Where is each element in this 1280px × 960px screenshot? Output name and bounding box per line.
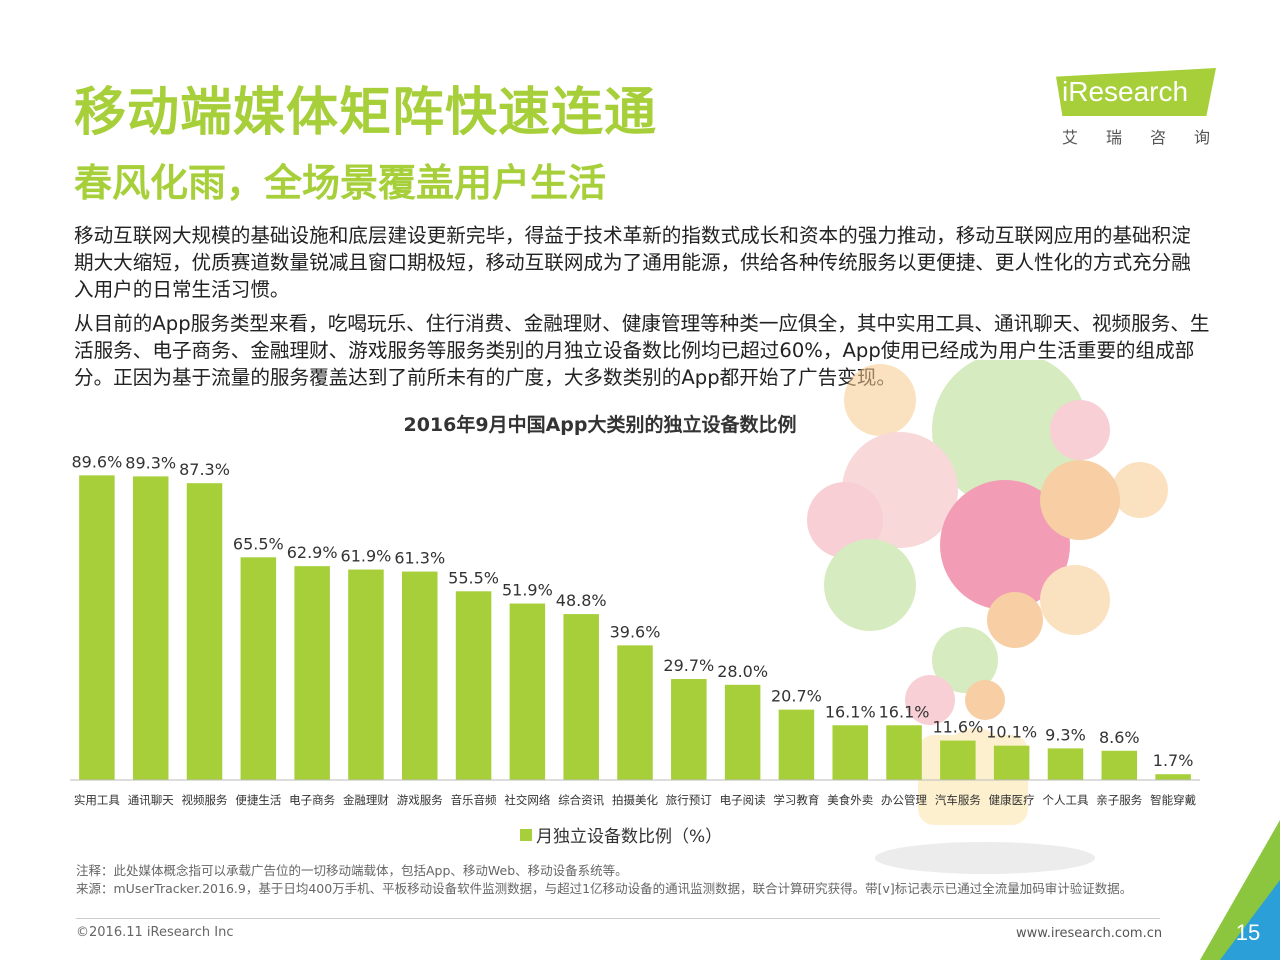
- x-tick-label: 游戏服务: [397, 793, 443, 807]
- data-label: 16.1%: [825, 702, 876, 721]
- logo-text: iResearch: [1062, 76, 1189, 107]
- x-tick-label: 电子商务: [289, 793, 335, 807]
- data-label: 51.9%: [502, 581, 553, 600]
- x-tick-label: 金融理财: [343, 793, 389, 807]
- page-number: 15: [1235, 920, 1261, 945]
- x-tick-label: 电子阅读: [720, 793, 766, 807]
- bar-个人工具: [1047, 748, 1084, 780]
- x-tick-label: 美食外卖: [827, 793, 873, 807]
- bar-拍摄美化: [617, 645, 653, 780]
- data-label: 29.7%: [663, 656, 714, 675]
- corner-decoration: [1200, 820, 1280, 960]
- bar-chart: 89.6% 实用工具 89.3% 通讯聊天 87.3% 视频服务 65.5% 便捷生活 62.9…: [70, 452, 1200, 807]
- x-tick-label: 旅行预订: [666, 793, 712, 807]
- bar-社交网络: [509, 603, 546, 780]
- website-url: www.iresearch.com.cn: [1016, 926, 1163, 941]
- x-tick-label: 智能穿戴: [1150, 793, 1196, 807]
- body-paragraph-2: 从目前的App服务类型来看，吃喝玩乐、住行消费、金融理财、健康管理等种类一应俱全…: [74, 312, 1210, 389]
- bar-便捷生活: [240, 557, 277, 780]
- iresearch-logo: iResearch 艾瑞咨询: [1056, 68, 1216, 148]
- legend-label: 月独立设备数比例（%）: [536, 827, 723, 847]
- bar-美食外卖: [832, 725, 868, 780]
- copyright: ©2016.11 iResearch Inc: [76, 925, 234, 940]
- bar-实用工具: [79, 475, 115, 780]
- data-label: 55.5%: [448, 568, 499, 587]
- bar-健康医疗: [993, 745, 1030, 780]
- data-label: 28.0%: [717, 662, 768, 681]
- bar-电子商务: [294, 566, 330, 780]
- x-tick-label: 社交网络: [504, 793, 550, 807]
- data-label: 16.1%: [879, 702, 930, 721]
- footnote-source: 来源：mUserTracker.2016.9，基于日均400万手机、平板移动设备…: [76, 881, 1133, 896]
- x-tick-label: 实用工具: [74, 793, 120, 807]
- bar-通讯聊天: [132, 476, 169, 780]
- x-tick-label: 拍摄美化: [612, 793, 658, 807]
- bar-音乐音频: [455, 591, 492, 780]
- data-label: 62.9%: [287, 543, 338, 562]
- bar-视频服务: [186, 483, 223, 780]
- bar-汽车服务: [940, 740, 976, 780]
- x-tick-label: 综合资讯: [558, 793, 604, 807]
- data-label: 20.7%: [771, 687, 822, 706]
- logo-cn-text: 艾瑞咨询: [1062, 128, 1239, 147]
- x-tick-label: 亲子服务: [1096, 793, 1142, 807]
- bar-游戏服务: [402, 571, 438, 780]
- bar-综合资讯: [563, 614, 599, 780]
- bar-办公管理: [886, 725, 922, 780]
- x-tick-label: 学习教育: [773, 793, 819, 807]
- x-tick-label: 音乐音频: [451, 793, 497, 807]
- data-label: 10.1%: [986, 723, 1037, 742]
- x-tick-label: 通讯聊天: [128, 793, 174, 807]
- bar-group: 89.6% 实用工具 89.3% 通讯聊天 87.3% 视频服务 65.5% 便捷生活 62.9…: [71, 452, 1196, 807]
- page-title: 移动端媒体矩阵快速连通: [74, 83, 658, 143]
- bar-电子阅读: [724, 684, 761, 780]
- data-label: 11.6%: [932, 718, 983, 737]
- x-tick-label: 视频服务: [182, 793, 228, 807]
- chart-title: 2016年9月中国App大类别的独立设备数比例: [403, 414, 797, 436]
- data-label: 1.7%: [1153, 751, 1194, 770]
- legend-swatch: [520, 828, 532, 841]
- page-subtitle: 春风化雨，全场景覆盖用户生活: [74, 161, 607, 205]
- chart-legend: 月独立设备数比例（%）: [520, 822, 722, 847]
- bar-金融理财: [348, 569, 384, 780]
- data-label: 89.6%: [71, 452, 122, 471]
- x-tick-label: 健康医疗: [989, 793, 1035, 807]
- x-tick-label: 办公管理: [881, 793, 927, 807]
- x-tick-label: 个人工具: [1042, 793, 1088, 807]
- data-label: 61.3%: [394, 549, 445, 568]
- bar-学习教育: [778, 709, 815, 780]
- footer-divider: [76, 918, 1160, 919]
- body-paragraph-1: 移动互联网大规模的基础设施和底层建设更新完毕，得益于技术革新的指数式成长和资本的…: [74, 224, 1191, 301]
- data-label: 87.3%: [179, 460, 230, 479]
- bar-旅行预订: [671, 679, 707, 780]
- logo-badge: [1056, 68, 1216, 116]
- data-label: 9.3%: [1045, 725, 1086, 744]
- x-tick-label: 便捷生活: [235, 793, 281, 807]
- bar-智能穿戴: [1155, 774, 1191, 780]
- data-label: 65.5%: [233, 534, 284, 553]
- data-label: 48.8%: [556, 591, 607, 610]
- decorative-icon-cluster: [807, 360, 1168, 874]
- data-label: 89.3%: [125, 453, 176, 472]
- data-label: 61.9%: [341, 547, 392, 566]
- bar-亲子服务: [1101, 750, 1138, 780]
- data-label: 8.6%: [1099, 728, 1140, 747]
- footnote-note: 注释：此处媒体概念指可以承载广告位的一切移动端载体，包括App、移动Web、移动…: [76, 863, 628, 878]
- x-tick-label: 汽车服务: [935, 793, 981, 807]
- data-label: 39.6%: [610, 622, 661, 641]
